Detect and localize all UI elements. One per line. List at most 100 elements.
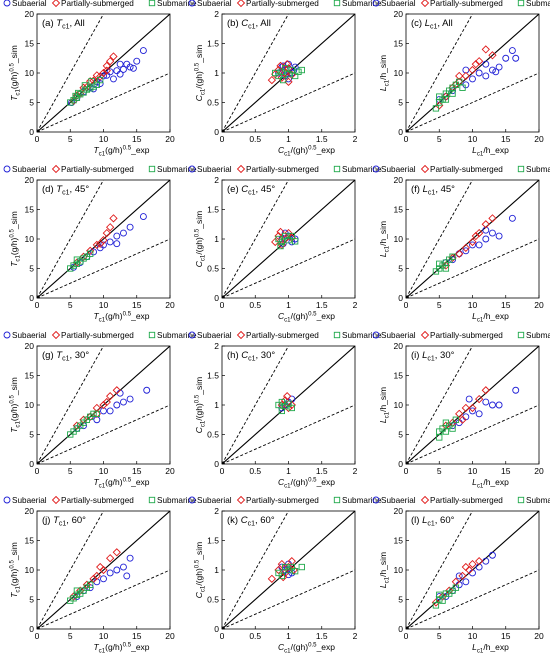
data-point-circle (475, 241, 483, 249)
legend-marker-square (148, 331, 156, 339)
data-point-square (436, 93, 443, 100)
legend-marker-circle (3, 496, 11, 504)
legend-label: Subaerial (12, 0, 47, 8)
reference-line-dashed (406, 14, 473, 132)
data-point-square (442, 265, 450, 272)
data-point-square (278, 68, 285, 75)
panel-title: (j) Tc1, 60° (42, 515, 86, 528)
data-point-circle (113, 232, 121, 240)
y-axis-label: Tc1(g/h)0.5_sim (9, 542, 22, 598)
data-point-square (88, 78, 95, 85)
y-tick-label: 0.5 (207, 264, 219, 274)
data-point-square (436, 260, 443, 267)
legend-marker-diamond (51, 495, 61, 505)
data-point-circle (129, 64, 137, 72)
data-point-square (97, 76, 104, 84)
data-point-square (282, 65, 289, 72)
data-point-diamond (445, 586, 454, 595)
legend-marker-circle (3, 165, 11, 173)
y-tick-label: 0.5 (207, 595, 219, 605)
panel-title: (g) Tc1, 30° (42, 350, 89, 363)
x-tick-label: 1 (286, 631, 291, 641)
y-tick-label: 0 (398, 459, 403, 469)
legend: Subaerial Partially-submerged Submarine (3, 495, 197, 505)
data-point-diamond (461, 403, 470, 413)
data-point-square (442, 428, 450, 435)
data-point-diamond (99, 400, 108, 410)
data-point-circle (106, 569, 114, 577)
data-point-diamond (274, 565, 283, 575)
data-point-diamond (455, 249, 464, 258)
x-tick-label: 5 (437, 134, 442, 144)
data-point-square (288, 404, 295, 412)
data-point-diamond (488, 51, 497, 60)
reference-line-1to1 (37, 180, 170, 298)
chart-panel: 0 5 10 15 20 0 5 10 15 20 (c) Lc1, All Lc1/h_exp Lc1… (378, 9, 544, 158)
data-point-diamond (267, 75, 277, 85)
legend-layer: Subaerial Partially-submerged Submarine Sub… (3, 0, 550, 505)
data-point-diamond (468, 403, 477, 413)
reference-line-dashed (222, 569, 355, 629)
reference-line-dashed (222, 346, 289, 464)
legend-label: Submarine (157, 0, 197, 8)
reference-line-dashed (37, 346, 104, 464)
data-point-square (436, 596, 443, 603)
y-tick-label: 0.5 (207, 430, 219, 440)
y-tick-label: 5 (29, 595, 34, 605)
reference-line-dashed (222, 511, 289, 629)
data-point-square (72, 92, 79, 100)
y-tick-label: 0 (29, 624, 34, 634)
data-point-circle (502, 54, 510, 62)
data-point-circle (106, 238, 114, 246)
data-point-circle (139, 213, 147, 221)
data-point-square (93, 81, 101, 88)
data-point-diamond (283, 392, 292, 401)
y-axis-label: Tc1(g/h)0.5_sim (9, 211, 22, 267)
legend-marker-square (517, 0, 525, 7)
legend-label: Partially-submerged (246, 496, 319, 505)
y-tick-label: 0.5 (207, 98, 219, 108)
data-point-diamond (481, 220, 490, 229)
legend-label: Submarine (342, 331, 382, 340)
data-point-circle (475, 410, 483, 418)
legend-item: Submarine (148, 0, 197, 8)
data-point-diamond (281, 568, 290, 578)
legend-label: Submarine (157, 331, 197, 340)
data-point-diamond (86, 246, 95, 255)
data-point-diamond (99, 565, 108, 575)
y-axis-label: Tc1(g/h)0.5_sim (9, 45, 22, 101)
data-point-circle (119, 563, 127, 571)
data-point-diamond (475, 394, 484, 404)
legend-marker-diamond (51, 0, 61, 8)
x-tick-label: 0 (220, 631, 225, 641)
legend-item: Subaerial (372, 496, 416, 505)
data-point-circle (508, 47, 516, 55)
legend-marker-circle (372, 331, 380, 339)
reference-line-dashed (37, 404, 170, 464)
y-tick-label: 1.5 (207, 371, 219, 381)
x-tick-label: 2 (353, 134, 358, 144)
y-tick-label: 10 (394, 68, 404, 78)
legend-item: Partially-submerged (236, 0, 319, 8)
data-point-square (432, 602, 440, 609)
data-point-circle (116, 70, 124, 78)
data-point-diamond (89, 574, 98, 583)
data-point-diamond (458, 571, 467, 581)
data-point-square (278, 407, 285, 415)
legend-item: Submarine (148, 165, 197, 174)
legend-label: Subaerial (381, 331, 416, 340)
legend: Subaerial Partially-submerged Submarine (372, 330, 550, 340)
legend-item: Partially-submerged (236, 495, 319, 505)
data-point-square (285, 71, 292, 78)
data-point-circle (455, 572, 463, 580)
legend-item: Submarine (333, 496, 382, 505)
legend-marker-circle (372, 496, 380, 504)
chart-panel: 0 0.5 1 1.5 2 0 0.5 1 1.5 2 (e) Cc1, 45° Cc1/(gh)0.… (194, 175, 358, 324)
legend-marker-circle (188, 496, 196, 504)
legend-item: Submarine (148, 331, 197, 340)
y-tick-label: 15 (25, 39, 35, 49)
reference-line-dashed (406, 569, 539, 629)
data-point-square (456, 78, 463, 86)
y-tick-label: 10 (25, 565, 35, 575)
data-point-diamond (465, 565, 474, 575)
